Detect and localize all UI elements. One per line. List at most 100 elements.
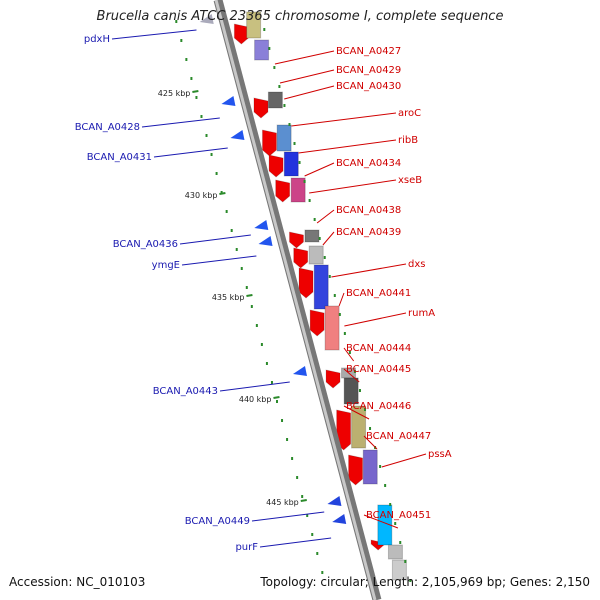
tick-mark bbox=[313, 218, 316, 221]
forward-gene-label: BCAN_A0439 bbox=[336, 227, 401, 238]
tick-mark bbox=[190, 77, 193, 80]
feature-box bbox=[267, 91, 283, 109]
forward-gene-label: BCAN_A0447 bbox=[366, 431, 431, 442]
tick-mark bbox=[328, 275, 331, 278]
tick-mark bbox=[268, 47, 271, 50]
gene-arrow bbox=[309, 309, 325, 337]
reverse-gene-arrow bbox=[327, 496, 342, 506]
gene-arrow bbox=[348, 454, 364, 486]
forward-label-leader bbox=[331, 263, 407, 278]
gene-arrow bbox=[325, 369, 341, 389]
gene-arrow bbox=[288, 231, 304, 249]
feature-box bbox=[246, 11, 262, 39]
accession-text: Accession: NC_010103 bbox=[9, 575, 146, 589]
tick-mark bbox=[283, 104, 286, 107]
gene-arrow bbox=[275, 179, 291, 203]
tick-mark bbox=[301, 495, 304, 498]
reverse-gene-arrow bbox=[332, 514, 347, 524]
reverse-label-leader bbox=[259, 537, 332, 548]
forward-label-leader bbox=[363, 514, 399, 529]
forward-label-leader bbox=[343, 347, 355, 362]
tick-mark bbox=[316, 552, 319, 555]
feature-box bbox=[387, 544, 403, 560]
tick-mark bbox=[195, 96, 198, 99]
tick-mark bbox=[321, 571, 324, 574]
feature-box bbox=[313, 264, 329, 310]
gene-arrow bbox=[293, 247, 309, 269]
gene-arrow bbox=[233, 23, 249, 45]
feature-box bbox=[308, 245, 324, 265]
forward-label-leader bbox=[309, 179, 397, 194]
forward-gene-label: ribB bbox=[398, 135, 418, 146]
forward-label-leader bbox=[338, 292, 345, 307]
tick-mark bbox=[369, 427, 372, 430]
tick-mark bbox=[230, 229, 233, 232]
feature-box bbox=[351, 405, 367, 449]
forward-label-leader bbox=[344, 312, 407, 327]
forward-gene-label: BCAN_A0427 bbox=[336, 46, 401, 57]
tick-mark bbox=[338, 313, 341, 316]
chromosome-backbone bbox=[213, 0, 382, 600]
tick-mark bbox=[318, 237, 321, 240]
tick-mark bbox=[306, 514, 309, 517]
forward-label-leader bbox=[381, 453, 427, 468]
reverse-gene-label: BCAN_A0449 bbox=[185, 516, 250, 527]
tick-mark bbox=[404, 560, 407, 563]
tick-mark bbox=[293, 142, 296, 145]
forward-label-leader bbox=[279, 69, 335, 84]
forward-gene-label: pssA bbox=[428, 449, 452, 460]
tick-mark bbox=[180, 39, 183, 42]
tick-mark bbox=[255, 324, 258, 327]
reverse-gene-label: BCAN_A0428 bbox=[75, 122, 140, 133]
forward-gene-label: rumA bbox=[408, 308, 435, 319]
reverse-gene-arrow bbox=[230, 130, 245, 140]
tick-mark bbox=[185, 58, 188, 61]
forward-label-leader bbox=[298, 139, 397, 154]
feature-box bbox=[276, 124, 292, 152]
reverse-label-leader bbox=[179, 234, 251, 245]
tick-mark bbox=[394, 522, 397, 525]
scale-tick bbox=[246, 294, 253, 297]
reverse-label-leader bbox=[219, 381, 290, 392]
tick-mark bbox=[278, 85, 281, 88]
forward-gene-label: BCAN_A0444 bbox=[346, 343, 411, 354]
gene-arrow bbox=[268, 154, 284, 178]
tick-mark bbox=[323, 256, 326, 259]
feature-box bbox=[283, 151, 299, 177]
feature-box bbox=[343, 377, 359, 405]
scale-label: 445 kbp bbox=[266, 498, 299, 507]
tick-mark bbox=[348, 351, 351, 354]
tick-mark bbox=[303, 180, 306, 183]
forward-label-leader bbox=[322, 231, 335, 246]
tick-mark bbox=[263, 28, 266, 31]
forward-label-leader bbox=[363, 435, 378, 450]
feature-box bbox=[290, 177, 306, 203]
tick-mark bbox=[291, 457, 294, 460]
forward-label-leader bbox=[316, 209, 335, 224]
tick-mark bbox=[220, 191, 223, 194]
reverse-gene-label: BCAN_A0436 bbox=[113, 239, 178, 250]
tick-mark bbox=[225, 210, 228, 213]
reverse-label-leader bbox=[181, 255, 257, 266]
feature-box bbox=[391, 559, 407, 581]
tick-mark bbox=[333, 294, 336, 297]
forward-gene-label: xseB bbox=[398, 175, 422, 186]
forward-gene-label: aroC bbox=[398, 108, 421, 119]
reverse-gene-arrow bbox=[221, 96, 236, 106]
gene-arrow bbox=[253, 97, 269, 119]
tick-mark bbox=[296, 476, 299, 479]
tick-mark bbox=[245, 286, 248, 289]
tick-mark bbox=[364, 408, 366, 411]
forward-gene-label: BCAN_A0445 bbox=[346, 364, 411, 375]
reverse-label-leader bbox=[153, 147, 228, 158]
map-title: Brucella canis ATCC 23365 chromosome I, … bbox=[96, 9, 504, 24]
scale-tick bbox=[273, 396, 280, 399]
feature-box bbox=[254, 39, 270, 61]
tick-mark bbox=[205, 134, 208, 137]
tick-mark bbox=[260, 343, 263, 346]
reverse-gene-label: ymgE bbox=[152, 260, 180, 271]
reverse-gene-label: BCAN_A0443 bbox=[153, 386, 218, 397]
reverse-gene-label: BCAN_A0431 bbox=[87, 152, 152, 163]
tick-mark bbox=[308, 199, 311, 202]
